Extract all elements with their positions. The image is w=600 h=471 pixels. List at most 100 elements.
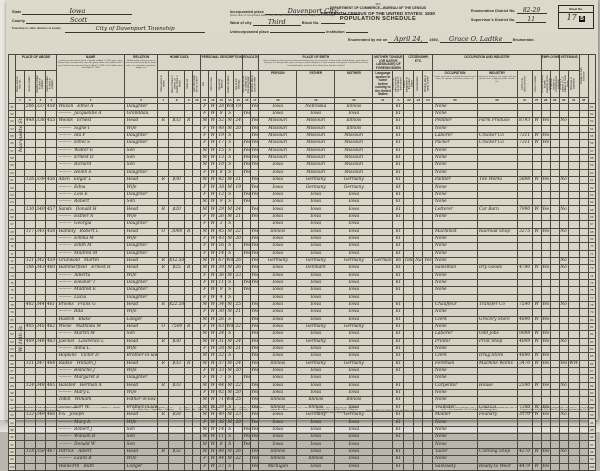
data-cell <box>516 198 533 207</box>
data-cell: 26 <box>233 447 244 457</box>
data-cell <box>578 220 589 229</box>
line-number-cell: 66 <box>8 212 16 222</box>
data-cell <box>567 205 580 214</box>
data-cell <box>558 249 569 258</box>
data-cell: Yes <box>540 264 551 273</box>
data-cell: W <box>208 132 218 141</box>
data-cell <box>578 337 589 347</box>
line-number-cell: 81 <box>8 322 16 332</box>
data-cell: Head <box>124 256 159 266</box>
data-cell: S <box>225 161 235 170</box>
data-cell: 11 <box>216 433 227 442</box>
data-cell: Missouri <box>296 154 336 163</box>
data-cell <box>413 242 424 251</box>
data-cell: None <box>432 190 478 200</box>
data-cell: Yes <box>540 381 551 391</box>
data-cell: 3275 <box>516 227 533 236</box>
data-cell <box>242 455 252 464</box>
data-cell: F <box>200 286 210 295</box>
line-number-cell: 51 <box>8 102 16 112</box>
data-cell: Yes <box>250 139 260 148</box>
data-cell <box>168 344 186 354</box>
data-cell <box>578 300 589 310</box>
data-cell: M <box>225 183 235 192</box>
data-cell: S <box>225 249 235 258</box>
data-cell: Iowa <box>296 433 336 442</box>
column-header-cell: PERSON <box>258 70 298 98</box>
data-cell <box>531 198 542 207</box>
data-cell <box>242 447 252 457</box>
column-header-cell: Radio set <box>184 70 194 98</box>
data-cell <box>558 242 569 251</box>
name-cell: Patrick Albert <box>56 447 126 457</box>
data-cell: Missouri <box>296 146 336 156</box>
data-cell: 61 <box>392 396 405 405</box>
data-cell <box>192 205 202 214</box>
footer-col12-abbrev: In — Indian. Ch — Chinese. Jp — Japanese… <box>178 407 221 412</box>
column-header-cell: Does this family live on a farm? <box>192 70 202 98</box>
data-cell <box>168 330 186 339</box>
data-cell <box>192 278 202 288</box>
data-cell: WW <box>567 359 580 369</box>
data-cell <box>578 198 589 207</box>
data-cell <box>192 139 202 148</box>
data-cell: Yes <box>250 227 260 236</box>
person-row: 66 ——— Esther A Wife F W 26 M 21 Yes Iowa Iowa Iowa… <box>8 212 597 222</box>
data-cell: W <box>208 344 218 354</box>
data-cell <box>549 433 560 442</box>
data-cell: 8 <box>216 440 227 449</box>
data-cell <box>45 293 58 302</box>
data-cell: M <box>200 176 210 185</box>
data-cell: W <box>208 286 218 295</box>
data-cell: F <box>200 462 210 471</box>
data-cell: Iowa <box>334 278 374 288</box>
data-cell: Illinois <box>334 102 374 112</box>
data-cell <box>531 396 542 405</box>
data-cell: Iowa <box>258 176 298 185</box>
line-number-cell: 79 <box>587 308 597 317</box>
name-cell: ——— Mary L <box>56 389 126 398</box>
data-cell: S <box>225 293 235 302</box>
data-cell <box>35 330 47 339</box>
unincorporated-label: Unincorporated place <box>230 29 269 34</box>
data-cell: Missouri <box>334 132 374 141</box>
data-cell <box>549 109 560 119</box>
data-cell <box>372 234 394 244</box>
name-cell: ——— Georgia <box>56 220 126 229</box>
data-cell <box>422 132 434 141</box>
abbrev-subtitle: (See explanation of the several columns … <box>8 409 61 412</box>
data-cell: 346 <box>35 337 47 347</box>
person-row: 78 402 344 461 Brooks Frank G Head R $22.50 M W 34… <box>8 300 597 310</box>
column-header-row: Street, avenue, road, etc. House number Dw… <box>9 70 596 98</box>
data-cell <box>516 161 533 170</box>
data-cell: Yes <box>250 330 260 339</box>
data-cell <box>168 286 186 295</box>
person-row: 57 ——— Walter E Son M W 15 S Yes Yes Missouri Miss… <box>8 146 597 156</box>
data-cell <box>516 212 533 222</box>
person-row: 68 117 341 458 Hambly Robert L Head O 3000 R M W 45… <box>8 227 597 236</box>
line-number-cell: 89 <box>8 381 16 391</box>
data-cell <box>157 198 170 207</box>
data-cell: None <box>432 286 478 295</box>
data-cell <box>567 176 580 185</box>
data-cell <box>184 396 194 405</box>
name-cell: ——— Blanche J <box>56 367 126 376</box>
data-cell <box>558 161 569 170</box>
data-cell: No <box>558 176 569 185</box>
data-cell: Wife <box>124 212 159 222</box>
data-cell <box>422 102 434 112</box>
data-cell: Head <box>124 300 159 310</box>
data-cell <box>15 102 25 112</box>
data-cell <box>35 154 47 163</box>
data-cell <box>45 154 58 163</box>
data-cell: Wife <box>124 124 159 134</box>
data-cell: 61 <box>392 117 405 126</box>
name-cell: ——— Robert <box>56 198 126 207</box>
line-number-cell: 60 <box>8 168 16 178</box>
line-number-cell: 59 <box>587 161 597 170</box>
data-cell: House <box>476 381 518 391</box>
data-cell <box>184 352 194 361</box>
data-cell <box>168 425 186 435</box>
data-cell: M <box>200 381 210 391</box>
name-cell: ——— Mary A <box>56 418 126 427</box>
